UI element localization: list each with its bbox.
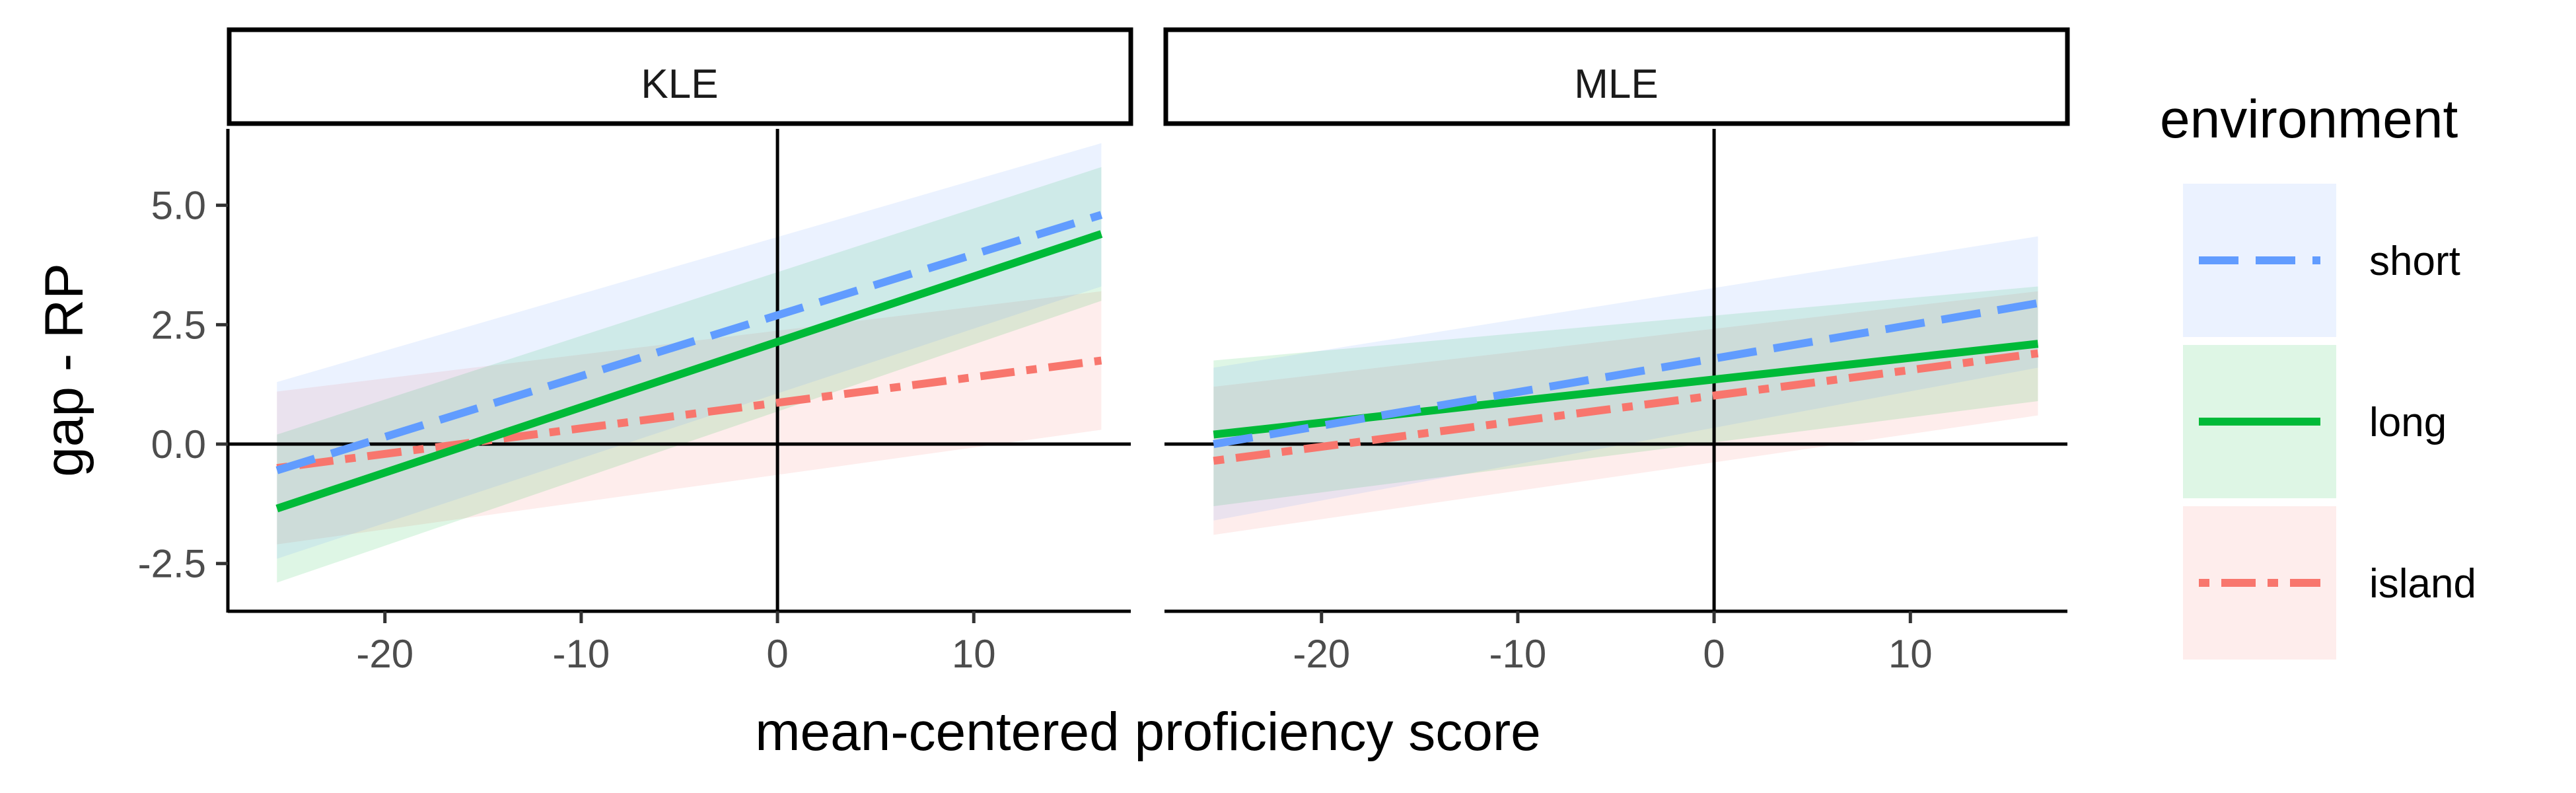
y-tick-label: -2.5 <box>138 542 206 586</box>
ci-band-short <box>277 143 1102 559</box>
x-tick-label: -20 <box>356 632 413 676</box>
ci-band-short <box>1213 236 2038 521</box>
legend-label-island: island <box>2369 561 2476 607</box>
ci-band-island <box>1213 291 2038 535</box>
panel-mle: MLE -20 -10 0 10 <box>1163 27 2070 676</box>
y-tick-label: 2.5 <box>151 303 206 347</box>
x-tick-label: 0 <box>766 632 788 676</box>
legend-keys: short long island <box>2183 184 2476 660</box>
x-ticks-mle: -20 -10 0 10 <box>1293 611 1933 676</box>
legend-label-short: short <box>2369 239 2460 284</box>
y-axis-title: gap - RP <box>34 263 94 477</box>
x-axis-title: mean-centered proficiency score <box>755 702 1541 762</box>
ci-bands-kle <box>277 143 1102 583</box>
y-tick-label: 0.0 <box>151 422 206 467</box>
legend-title: environment <box>2160 89 2458 149</box>
reference-lines-kle <box>228 129 1131 611</box>
series-line-short <box>275 211 1103 474</box>
x-tick-label: 10 <box>952 632 996 676</box>
series-line-long <box>275 230 1103 513</box>
strip-label-kle: KLE <box>641 61 718 107</box>
legend-label-long: long <box>2369 400 2447 445</box>
series-line-island <box>276 356 1102 472</box>
series-lines-mle <box>1213 299 2039 465</box>
x-tick-label: -10 <box>1489 632 1547 676</box>
x-tick-label: -10 <box>553 632 610 676</box>
x-tick-label: 0 <box>1703 632 1725 676</box>
x-tick-label: -20 <box>1293 632 1350 676</box>
series-line-island <box>1213 349 2039 465</box>
panel-kle: KLE -20 -10 0 10 <box>227 27 1133 676</box>
series-line-short <box>1213 299 2039 448</box>
series-lines-kle <box>275 211 1103 513</box>
y-ticks: -2.5 0.0 2.5 5.0 <box>138 184 228 586</box>
strip-box-kle <box>227 27 1133 126</box>
y-tick-label: 5.0 <box>151 184 206 228</box>
x-ticks-kle: -20 -10 0 10 <box>356 611 996 676</box>
strip-box-mle <box>1163 27 2070 126</box>
x-tick-label: 10 <box>1888 632 1933 676</box>
strip-label-mle: MLE <box>1574 61 1658 107</box>
legend: environment short long island <box>2160 89 2476 660</box>
